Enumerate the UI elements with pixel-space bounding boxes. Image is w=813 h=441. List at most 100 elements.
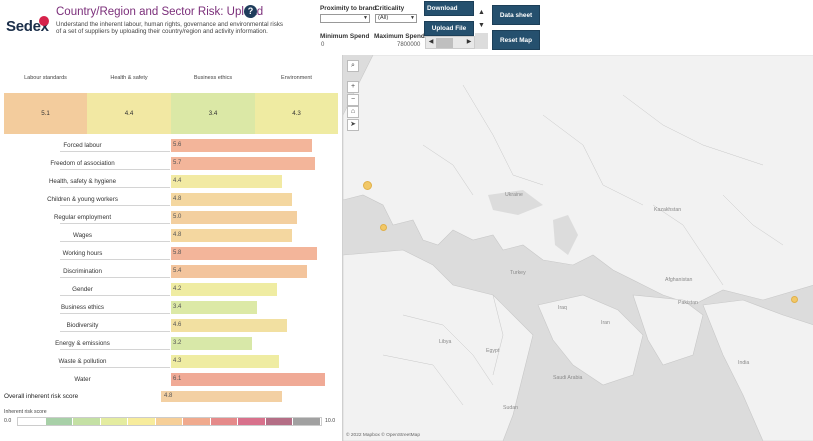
supplier-marker[interactable] [380,224,387,231]
upload-file-button[interactable]: Upload File [424,21,474,36]
legend-swatch [265,418,294,425]
chevron-down-icon: ▼ [363,15,368,21]
legend-swatch [128,418,156,425]
zoom-out-icon[interactable]: − [347,94,359,106]
page-description: Understand the inherent labour, human ri… [56,21,284,36]
issue-bar[interactable]: 4.8 [171,193,292,206]
issue-bar[interactable]: 3.4 [171,301,257,314]
header: Sedex Country/Region and Sector Risk: Up… [0,0,813,58]
map-label: Saudi Arabia [553,375,583,381]
supplier-marker[interactable] [791,296,798,303]
row-divider [60,313,170,314]
row-divider [60,223,170,224]
reset-map-button[interactable]: Reset Map [492,30,540,50]
download-template-button[interactable]: Download Templ [424,1,474,16]
issue-bar[interactable]: 5.7 [171,157,315,170]
map-label: India [738,360,750,366]
max-spend-label: Maximum Spend [374,33,425,40]
map-label: Turkey [510,270,526,276]
data-sheet-button[interactable]: Data sheet [492,5,540,25]
zoom-in-icon[interactable]: + [347,81,359,93]
issue-bar[interactable]: 5.4 [171,265,307,278]
issue-bar[interactable]: 6.1 [171,373,325,386]
legend-swatch [183,418,211,425]
proximity-label: Proximity to brand [320,5,377,12]
scroll-corner [475,33,488,49]
map-label: Pakistan [678,300,698,306]
map-label: Iran [601,320,610,326]
issue-label: Health, safety & hygiene [48,178,117,185]
legend-swatch [210,418,239,425]
pointer-icon[interactable]: ➤ [347,119,359,131]
issue-bar[interactable]: 5.8 [171,247,317,260]
issue-label: Discrimination [63,268,102,275]
min-spend-value[interactable]: 0 [321,42,325,48]
legend-swatch [73,418,101,425]
page-title: Country/Region and Sector Risk: Upload [56,6,264,18]
issue-bar[interactable]: 4.6 [171,319,287,332]
row-divider [60,367,170,368]
issue-label: Forced labour [63,142,102,149]
risk-panel: Labour standards Health & safety Busines… [0,58,340,441]
row-divider [60,151,170,152]
up-arrow-icon[interactable]: ▲ [478,9,485,16]
legend-swatch [293,418,322,425]
row-divider [60,295,170,296]
legend-swatch [155,418,184,425]
category-header-environment: Environment [281,75,312,81]
issue-label: Energy & emissions [55,340,110,347]
category-score-business[interactable]: 3.4 [171,93,255,134]
issue-bar[interactable]: 5.6 [171,139,312,152]
map-label: Afghanistan [665,277,693,283]
category-score-labour[interactable]: 5.1 [4,93,87,134]
scroll-left-icon[interactable]: ◀ [428,39,434,45]
issue-label: Water [74,376,91,383]
logo-text: Sedex [6,18,49,35]
proximity-select[interactable]: ▼ [320,14,370,23]
row-divider [60,259,170,260]
issue-bar[interactable]: 4.8 [171,229,292,242]
issue-label: Biodiversity [66,322,99,329]
map-label: Libya [439,339,452,345]
criticality-value: (All) [378,15,389,21]
legend-swatch [18,418,46,425]
max-spend-value[interactable]: 7800000 [397,42,421,48]
category-header-health: Health & safety [110,75,148,81]
overall-score-bar[interactable]: 4.8 [161,391,282,402]
issue-label: Regular employment [53,214,112,221]
category-score-health[interactable]: 4.4 [87,93,171,134]
issue-label: Working hours [62,250,103,257]
chevron-down-icon: ▼ [410,15,415,21]
category-score-environment[interactable]: 4.3 [255,93,338,134]
min-spend-label: Minimum Spend [320,33,370,40]
issue-bar[interactable]: 3.2 [171,337,252,350]
row-divider [60,349,170,350]
world-map[interactable]: Kazakhstan Ukraine Turkey Iraq Iran Egyp… [342,55,813,441]
help-icon[interactable]: ? [244,5,257,18]
issue-label: Gender [72,286,93,293]
supplier-marker[interactable] [363,181,372,190]
category-header-labour: Labour standards [24,75,67,81]
logo-dot-icon [39,16,49,26]
sedex-logo: Sedex [6,16,52,38]
issue-label: Waste & pollution [58,358,107,365]
row-divider [60,277,170,278]
down-arrow-icon[interactable]: ▼ [478,22,485,29]
legend-min: 0.0 [4,418,12,424]
map-search-icon[interactable]: ⌕ [347,60,359,72]
horizontal-scrollbar[interactable]: ◀ ▶ [425,36,475,49]
issue-bar[interactable]: 5.0 [171,211,297,224]
scroll-thumb[interactable] [436,38,453,48]
criticality-select[interactable]: (All) ▼ [375,14,417,23]
legend-max: 10.0 [325,418,336,424]
scroll-right-icon[interactable]: ▶ [466,39,472,45]
category-header-business: Business ethics [193,75,233,81]
issue-label: Business ethics [61,304,104,311]
risk-color-legend [17,417,322,426]
issue-bar[interactable]: 4.3 [171,355,279,368]
home-icon[interactable]: ⌂ [347,106,359,118]
issue-bar[interactable]: 4.4 [171,175,282,188]
map-label: Kazakhstan [654,207,682,213]
issue-bar[interactable]: 4.2 [171,283,277,296]
map-attribution: © 2022 Mapbox © OpenStreetMap [346,433,421,438]
